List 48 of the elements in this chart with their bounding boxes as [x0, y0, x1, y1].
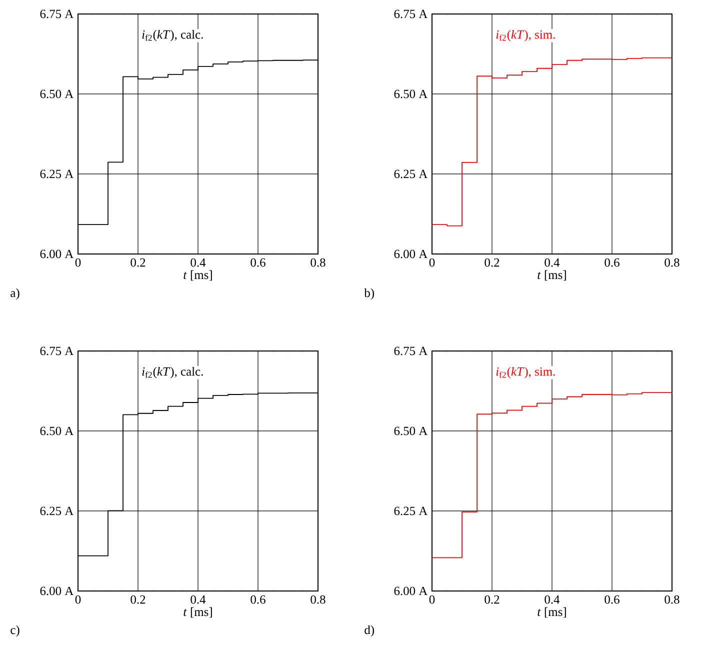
x-tick-label: 0.4 — [190, 595, 206, 604]
x-axis-title: t [ms] — [184, 270, 212, 281]
x-axis-title: t [ms] — [184, 607, 212, 618]
text: d) — [364, 625, 374, 637]
x-tick-label: 0.4 — [190, 258, 206, 267]
y-tick-label: 6.00 A — [394, 586, 428, 596]
y-tick-label: 6.00 A — [394, 250, 428, 258]
x-tick-label: 0.6 — [250, 258, 266, 267]
y-tick-label: 6.50 A — [394, 90, 428, 98]
y-tick-label: 6.25 A — [40, 506, 74, 516]
text: a) — [10, 288, 20, 300]
x-tick-label: 0.8 — [310, 258, 326, 267]
x-axis-title: t [ms] — [538, 607, 566, 618]
text: b) — [364, 288, 374, 300]
x-tick-label: 0.4 — [544, 595, 560, 604]
x-tick-label: 0.2 — [484, 258, 500, 267]
text: c) — [10, 625, 20, 637]
y-tick-label: 6.25 A — [40, 170, 74, 178]
x-tick-label: 0.6 — [604, 595, 620, 604]
x-tick-label: 0.8 — [664, 595, 680, 604]
y-tick-label: 6.25 A — [394, 506, 428, 516]
y-tick-label: 6.50 A — [394, 426, 428, 436]
x-tick-label: 0.6 — [604, 258, 620, 267]
y-tick-label: 6.25 A — [394, 170, 428, 178]
x-tick-label: 0.2 — [484, 595, 500, 604]
x-tick-label: 0.6 — [250, 595, 266, 604]
series-label: i$_{f2}$(kT), sim. — [496, 366, 555, 378]
series-label: i$_{f2}$(kT), sim. — [496, 30, 555, 42]
x-tick-label: 0.4 — [544, 258, 560, 267]
x-tick-label: 0.2 — [130, 595, 146, 604]
series-label: i$_{f2}$(kT), calc. — [142, 366, 203, 378]
x-tick-label: 0 — [75, 595, 81, 604]
y-tick-label: 6.75 A — [40, 10, 74, 18]
y-tick-label: 6.00 A — [40, 586, 74, 596]
y-tick-label: 6.00 A — [40, 250, 74, 258]
x-tick-label: 0.2 — [130, 258, 146, 267]
series-label: i$_{f2}$(kT), calc. — [142, 30, 203, 42]
y-tick-label: 6.75 A — [394, 346, 428, 356]
y-tick-label: 6.50 A — [40, 90, 74, 98]
y-tick-label: 6.75 A — [394, 10, 428, 18]
x-tick-label: 0.8 — [310, 595, 326, 604]
y-tick-label: 6.75 A — [40, 346, 74, 356]
y-tick-label: 6.50 A — [40, 426, 74, 436]
x-tick-label: 0 — [75, 258, 81, 267]
x-tick-label: 0 — [429, 595, 435, 604]
x-axis-title: t [ms] — [538, 270, 566, 281]
x-tick-label: 0.8 — [664, 258, 680, 267]
x-tick-label: 0 — [429, 258, 435, 267]
